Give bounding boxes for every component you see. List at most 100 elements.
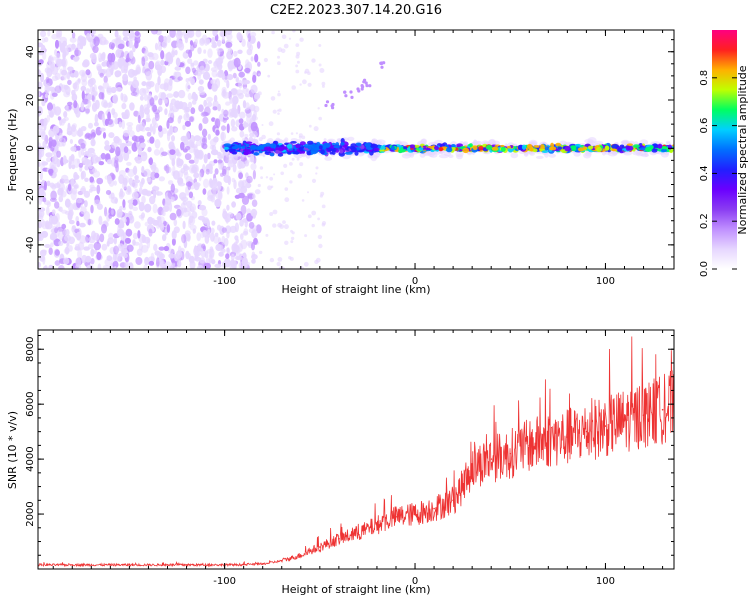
- heatmap-noise-cell: [234, 235, 239, 241]
- heatmap-noise-cell: [217, 69, 224, 78]
- heatmap-noise-cell: [70, 178, 75, 187]
- heatmap-noise-cell: [200, 111, 208, 117]
- heatmap-noise-cell: [175, 31, 183, 40]
- heatmap-speck: [257, 183, 261, 188]
- heatmap-signal-cell: [253, 152, 260, 156]
- heatmap-noise-cell: [244, 63, 250, 70]
- heatmap-noise-cell: [235, 77, 239, 83]
- heatmap-noise-cell: [80, 101, 85, 111]
- colorbar-fill: [712, 30, 737, 269]
- heatmap-noise-cell: [38, 128, 46, 138]
- heatmap-noise-cell: [113, 136, 120, 144]
- heatmap-speck: [277, 257, 283, 262]
- heatmap-noise-cell: [127, 169, 135, 177]
- heatmap-noise-cell: [46, 201, 51, 208]
- heatmap-y-tick-label: 0: [25, 145, 36, 151]
- heatmap-speck: [258, 73, 261, 76]
- heatmap-noise-cell: [96, 177, 104, 185]
- heatmap-noise-cell: [206, 96, 213, 103]
- heatmap-noise-cell: [210, 67, 218, 72]
- heatmap-noise-cell: [147, 216, 154, 225]
- heatmap-noise-cell: [152, 203, 158, 214]
- heatmap-noise-cell: [38, 59, 44, 65]
- heatmap-speck: [263, 57, 268, 63]
- heatmap-noise-cell: [251, 199, 258, 207]
- heatmap-noise-cell: [115, 146, 121, 157]
- heatmap-noise-cell: [126, 122, 134, 127]
- heatmap-halo-cell: [594, 140, 604, 145]
- heatmap-noise-cell: [166, 35, 171, 43]
- snr-y-tick-label: 6000: [25, 391, 36, 416]
- heatmap-noise-cell: [125, 216, 130, 226]
- heatmap-noise-cell: [62, 155, 67, 165]
- heatmap-noise-cell: [154, 250, 161, 256]
- heatmap-noise-cell: [119, 221, 125, 229]
- snr-x-ticks: -100 0 100: [52, 330, 664, 587]
- heatmap-speck: [267, 185, 272, 191]
- heatmap-speck: [299, 83, 302, 86]
- heatmap-noise-cell: [104, 206, 108, 217]
- heatmap-noise-cell: [134, 31, 140, 36]
- heatmap-noise-cell: [154, 82, 160, 93]
- heatmap-x-axis-label: Height of straight line (km): [281, 283, 430, 296]
- heatmap-noise-cell: [173, 219, 178, 227]
- heatmap-signal-cell: [242, 148, 251, 152]
- heatmap-noise-cell: [153, 95, 158, 101]
- heatmap-noise-cell: [42, 140, 47, 150]
- heatmap-noise-cell: [51, 33, 58, 40]
- heatmap-noise-cell: [232, 100, 237, 111]
- heatmap-noise-cell: [80, 185, 86, 195]
- heatmap-cells: [38, 30, 674, 269]
- heatmap-noise-cell: [185, 181, 193, 187]
- heatmap-noise-cell: [171, 238, 176, 246]
- heatmap-noise-cell: [131, 191, 139, 199]
- heatmap-noise-cell: [118, 243, 124, 249]
- heatmap-noise-cell: [110, 192, 115, 200]
- heatmap-noise-cell: [122, 36, 129, 41]
- heatmap-noise-cell: [233, 244, 240, 253]
- heatmap-noise-cell: [250, 121, 258, 132]
- heatmap-noise-cell: [51, 209, 56, 216]
- heatmap-noise-cell: [158, 35, 164, 43]
- heatmap-noise-cell: [195, 251, 201, 257]
- heatmap-signal-cell: [327, 148, 334, 152]
- heatmap-noise-cell: [160, 59, 165, 66]
- heatmap-noise-cell: [43, 122, 47, 131]
- heatmap-noise-cell: [51, 92, 58, 98]
- heatmap-signal-cell: [438, 147, 444, 152]
- heatmap-noise-cell: [121, 93, 128, 103]
- heatmap-noise-cell: [50, 190, 57, 201]
- heatmap-speck: [296, 157, 300, 161]
- heatmap-signal-cell: [318, 145, 323, 150]
- heatmap-noise-cell: [238, 181, 245, 190]
- heatmap-noise-cell: [84, 236, 89, 244]
- heatmap-noise-cell: [211, 220, 216, 226]
- heatmap-signal-cell: [329, 151, 334, 155]
- heatmap-noise-cell: [141, 165, 145, 174]
- heatmap-noise-cell: [230, 118, 236, 128]
- heatmap-noise-cell: [44, 244, 51, 248]
- heatmap-halo-cell: [284, 137, 289, 143]
- heatmap-noise-cell: [209, 180, 214, 188]
- heatmap-signal-cell: [500, 144, 505, 148]
- heatmap-noise-cell: [239, 219, 244, 227]
- heatmap-signal-cell: [571, 147, 577, 152]
- heatmap-noise-cell: [127, 125, 133, 132]
- heatmap-noise-cell: [141, 81, 147, 87]
- heatmap-noise-cell: [168, 108, 175, 118]
- heatmap-signal-cell: [604, 145, 610, 151]
- heatmap-noise-cell: [227, 74, 234, 81]
- heatmap-noise-cell: [50, 242, 54, 248]
- heatmap-noise-cell: [236, 256, 243, 261]
- heatmap-noise-cell: [154, 112, 160, 122]
- heatmap-noise-cell: [220, 172, 224, 177]
- heatmap-noise-cell: [55, 39, 59, 49]
- heatmap-noise-cell: [88, 122, 93, 129]
- heatmap-signal-cell: [304, 143, 309, 148]
- heatmap-noise-cell: [174, 127, 178, 133]
- heatmap-noise-cell: [77, 249, 83, 259]
- heatmap-noise-cell: [254, 189, 261, 195]
- heatmap-noise-cell: [225, 225, 232, 234]
- heatmap-noise-cell: [160, 261, 167, 269]
- heatmap-noise-cell: [117, 43, 125, 50]
